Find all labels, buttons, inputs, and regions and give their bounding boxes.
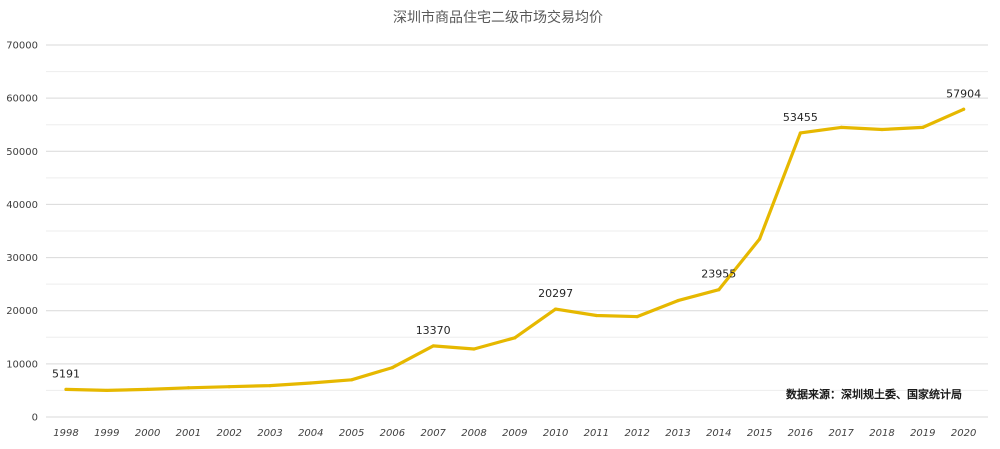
gridlines — [46, 44, 988, 418]
x-tick-label: 2018 — [869, 428, 894, 439]
source-annotation: 数据来源：深圳规土委、国家统计局 — [786, 387, 962, 401]
data-point — [146, 387, 150, 391]
x-tick-label: 2017 — [828, 428, 854, 439]
x-tick-label: 2011 — [584, 428, 609, 439]
data-point — [717, 288, 721, 292]
data-point — [798, 131, 803, 135]
x-tick-label: 2009 — [502, 428, 527, 439]
x-tick-label: 2003 — [257, 428, 282, 439]
x-tick-label: 2002 — [216, 428, 241, 439]
data-point — [227, 385, 231, 389]
data-labels: 5191 13370 20297 23955 53455 57904 — [52, 87, 981, 380]
data-point — [390, 365, 394, 370]
y-tick-label: 50000 — [6, 147, 38, 158]
series-layer — [64, 107, 966, 393]
data-point — [676, 299, 680, 303]
x-tick-label: 2008 — [461, 428, 486, 439]
chart-title: 深圳市商品住宅二级市场交易均价 — [393, 9, 603, 26]
data-point — [513, 336, 517, 340]
x-tick-label: 2019 — [910, 428, 935, 439]
data-point — [350, 378, 354, 382]
data-label: 53455 — [783, 111, 818, 124]
data-point — [268, 384, 272, 388]
y-tick-label: 60000 — [6, 94, 38, 105]
y-tick-label: 70000 — [6, 41, 38, 52]
x-tick-label: 2005 — [339, 428, 364, 439]
x-tick-label: 1998 — [53, 428, 78, 439]
x-tick-label: 2013 — [665, 428, 690, 439]
y-tick-label: 20000 — [6, 306, 38, 317]
data-point — [880, 127, 884, 132]
data-label: 23955 — [701, 268, 736, 281]
data-point — [594, 313, 599, 318]
data-point — [105, 388, 109, 393]
data-point — [431, 344, 435, 348]
x-tick-label: 2016 — [788, 428, 813, 439]
data-label: 5191 — [52, 367, 80, 380]
data-label: 20297 — [538, 287, 573, 300]
data-point — [64, 387, 68, 392]
x-tick-label: 2010 — [543, 428, 568, 439]
y-tick-label: 0 — [32, 413, 38, 424]
x-tick-label: 2004 — [298, 428, 323, 439]
data-label: 57904 — [946, 87, 981, 100]
data-label: 13370 — [416, 324, 451, 337]
data-point — [186, 386, 190, 390]
data-point — [554, 307, 558, 311]
data-point — [472, 347, 476, 351]
x-tick-label: 2000 — [135, 428, 160, 439]
x-tick-label: 2007 — [420, 428, 446, 439]
data-point — [839, 125, 843, 129]
x-tick-label: 2012 — [624, 428, 649, 439]
x-tick-label: 2014 — [706, 428, 731, 439]
x-tick-label: 1999 — [94, 428, 119, 439]
data-point — [962, 107, 966, 111]
x-tick-label: 2020 — [951, 428, 976, 439]
data-point — [758, 237, 762, 241]
y-tick-label: 10000 — [6, 359, 38, 370]
x-axis-ticks: 1998 1999 2000 2001 2002 2003 2004 2005 2006 2007… — [53, 428, 976, 439]
y-tick-label: 40000 — [6, 200, 38, 211]
data-point — [921, 125, 925, 129]
x-tick-label: 2006 — [380, 428, 405, 439]
y-axis-ticks: 0 10000 20000 30000 40000 50000 60000 70000 — [6, 41, 38, 424]
y-tick-label: 30000 — [6, 253, 38, 264]
x-tick-label: 2015 — [747, 428, 772, 439]
data-point — [309, 381, 313, 385]
x-tick-label: 2001 — [176, 428, 201, 439]
data-point — [635, 314, 639, 319]
